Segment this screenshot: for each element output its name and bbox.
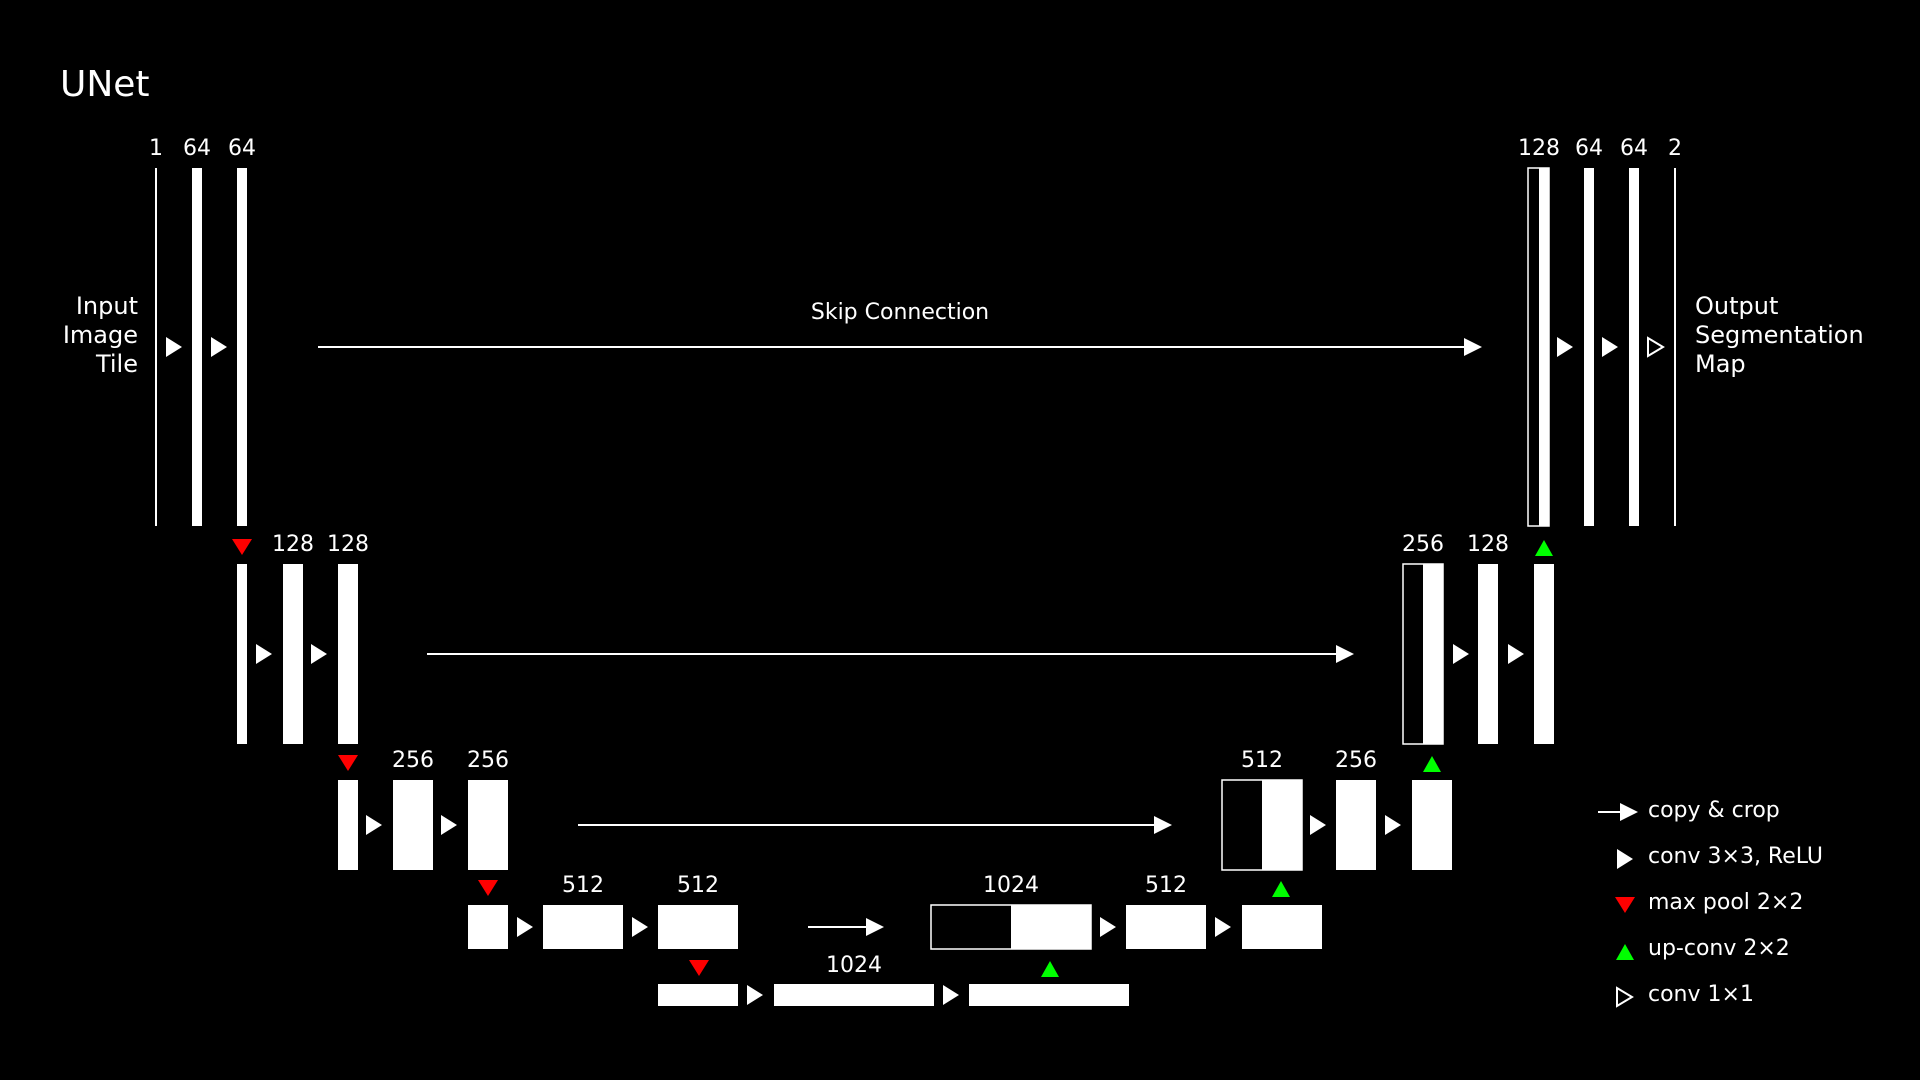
maxpool-arrow [689, 960, 709, 976]
play-outline-icon [1616, 986, 1634, 1008]
channel-label: 512 [1145, 873, 1187, 898]
conv-arrow [1602, 337, 1618, 357]
legend-label-upconv: up-conv 2×2 [1648, 936, 1790, 961]
channel-label: 2 [1668, 136, 1682, 161]
enc2-bar-2 [338, 564, 358, 744]
maxpool-arrow [338, 755, 358, 771]
triangle-up-green-icon [1616, 944, 1634, 960]
channel-label: 1024 [983, 873, 1039, 898]
skip-connection-label: Skip Connection [810, 300, 990, 325]
dec2-concat-bar [1423, 564, 1443, 744]
enc4-bar-1 [543, 905, 623, 949]
dec4-bar-2 [1242, 905, 1322, 949]
channel-label: 128 [327, 532, 369, 557]
conv-arrow [1215, 917, 1231, 937]
conv-arrow [1557, 337, 1573, 357]
bottleneck-bar-0 [658, 984, 738, 1006]
upconv-arrow [1041, 961, 1059, 977]
dec4-bar-1 [1126, 905, 1206, 949]
channel-label: 64 [228, 136, 256, 161]
upconv-arrow [1423, 756, 1441, 772]
legend-symbols [1598, 803, 1638, 1008]
dec3-concat-bar [1262, 780, 1302, 870]
triangle-down-red-icon [1615, 897, 1635, 913]
dec2-bar-1 [1478, 564, 1498, 744]
channel-label: 128 [1467, 532, 1509, 557]
legend-label-conv3x3: conv 3×3, ReLU [1648, 844, 1824, 869]
conv-arrow [943, 985, 959, 1005]
conv-arrow [1100, 917, 1116, 937]
conv-arrow [747, 985, 763, 1005]
conv-arrow [441, 815, 457, 835]
arrow-right-icon [1620, 803, 1638, 821]
conv-arrow [517, 917, 533, 937]
enc3-bar-0 [338, 780, 358, 870]
skip-arrowhead-2 [1336, 645, 1354, 663]
enc3-bar-1 [393, 780, 433, 870]
channel-label: 128 [272, 532, 314, 557]
page-title: UNet [60, 64, 150, 105]
bottleneck-bar-2 [969, 984, 1129, 1006]
legend-label-maxpool: max pool 2×2 [1648, 890, 1804, 915]
enc1-bar-2 [237, 168, 247, 526]
play-white-icon [1617, 849, 1633, 869]
dec2-bar-2 [1534, 564, 1554, 744]
maxpool-arrow [232, 539, 252, 555]
channel-label: 256 [1402, 532, 1444, 557]
enc4-bar-0 [468, 905, 508, 949]
skip-arrowhead-1 [1464, 338, 1482, 356]
conv1x1-arrow [1647, 336, 1665, 358]
conv-arrow [211, 337, 227, 357]
skip-arrowhead-4 [866, 918, 884, 936]
channel-label: 512 [1241, 748, 1283, 773]
channel-label: 1 [149, 136, 163, 161]
channel-label: 256 [467, 748, 509, 773]
dec1-concat-bar [1539, 168, 1549, 526]
dec1-bar-1 [1584, 168, 1594, 526]
dec3-bar-1 [1336, 780, 1376, 870]
conv-arrow [311, 644, 327, 664]
conv-arrow [632, 917, 648, 937]
channel-label: 256 [1335, 748, 1377, 773]
legend-label-conv1x1: conv 1×1 [1648, 982, 1754, 1007]
enc2-bar-1 [283, 564, 303, 744]
enc2-bar-0 [237, 564, 247, 744]
maxpool-arrow [478, 880, 498, 896]
channel-label: 1024 [826, 953, 882, 978]
conv-arrow [1385, 815, 1401, 835]
conv-arrow [1453, 644, 1469, 664]
channel-label: 512 [677, 873, 719, 898]
conv-arrow [366, 815, 382, 835]
enc4-bar-2 [658, 905, 738, 949]
upconv-arrow [1272, 881, 1290, 897]
conv-arrow [1310, 815, 1326, 835]
output-label: Output Segmentation Map [1695, 292, 1864, 378]
channel-label: 128 [1518, 136, 1560, 161]
skip-arrowhead-3 [1154, 816, 1172, 834]
enc1-bar-1 [192, 168, 202, 526]
channel-label: 64 [1620, 136, 1648, 161]
upconv-arrow [1535, 540, 1553, 556]
channel-label: 64 [1575, 136, 1603, 161]
dec4-concat-bar [1011, 905, 1091, 949]
conv-arrow [1508, 644, 1524, 664]
channel-label: 64 [183, 136, 211, 161]
dec1-bar-2 [1629, 168, 1639, 526]
input-label: Input Image Tile [62, 292, 138, 378]
conv-arrow [166, 337, 182, 357]
channel-label: 512 [562, 873, 604, 898]
legend-label-copy-crop: copy & crop [1648, 798, 1780, 823]
channel-label: 256 [392, 748, 434, 773]
dec3-bar-2 [1412, 780, 1452, 870]
enc3-bar-2 [468, 780, 508, 870]
bottleneck-bar-1 [774, 984, 934, 1006]
conv-arrow [256, 644, 272, 664]
